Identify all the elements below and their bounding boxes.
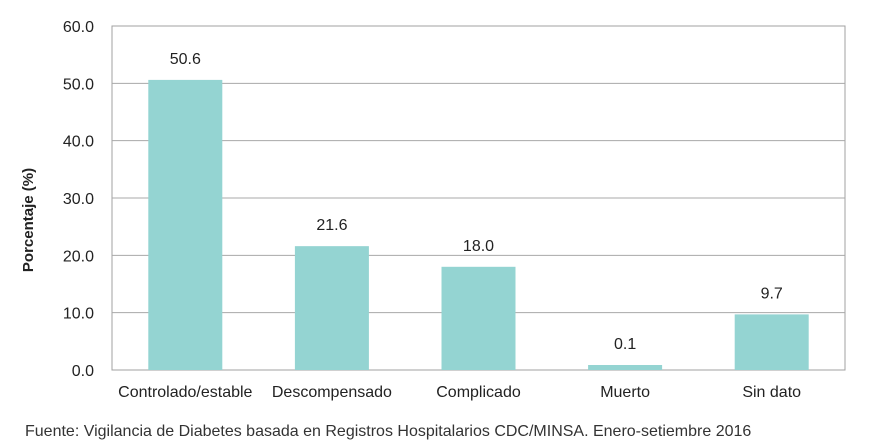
data-label: 50.6 [170, 51, 201, 68]
x-category-label: Controlado/estable [118, 384, 252, 401]
y-tick-label: 30.0 [63, 191, 94, 208]
bar-sin-dato [734, 314, 809, 370]
bar-complicado [441, 266, 516, 370]
y-tick-label: 20.0 [63, 248, 94, 265]
x-category-label: Descompensado [272, 384, 392, 401]
y-tick-label: 40.0 [63, 134, 94, 151]
x-axis-categories: Controlado/estable Descompensado Complicad… [118, 384, 801, 401]
y-axis-label: Porcentaje (%) [20, 168, 37, 272]
data-labels: 50.6 21.6 18.0 0.1 9.7 [170, 51, 783, 353]
data-label: 21.6 [316, 217, 347, 234]
bar-muerto [588, 365, 663, 370]
x-category-label: Complicado [436, 384, 521, 401]
y-tick-label: 60.0 [63, 19, 94, 36]
bars [148, 79, 809, 370]
bar-controlado-estable [148, 79, 223, 370]
x-category-label: Muerto [600, 384, 650, 401]
y-tick-label: 10.0 [63, 306, 94, 323]
bar-descompensado [294, 246, 369, 370]
data-label: 18.0 [463, 238, 494, 255]
y-tick-label: 50.0 [63, 76, 94, 93]
y-tick-label: 0.0 [72, 363, 94, 380]
data-label: 9.7 [761, 285, 783, 302]
y-axis-ticks: 0.0 10.0 20.0 30.0 40.0 50.0 60.0 [63, 19, 94, 380]
data-label: 0.1 [614, 336, 636, 353]
source-note: Fuente: Vigilancia de Diabetes basada en… [25, 423, 752, 440]
x-category-label: Sin dato [742, 384, 801, 401]
bar-chart: 0.0 10.0 20.0 30.0 40.0 50.0 60.0 50.6 21.6 18.0… [20, 19, 846, 401]
